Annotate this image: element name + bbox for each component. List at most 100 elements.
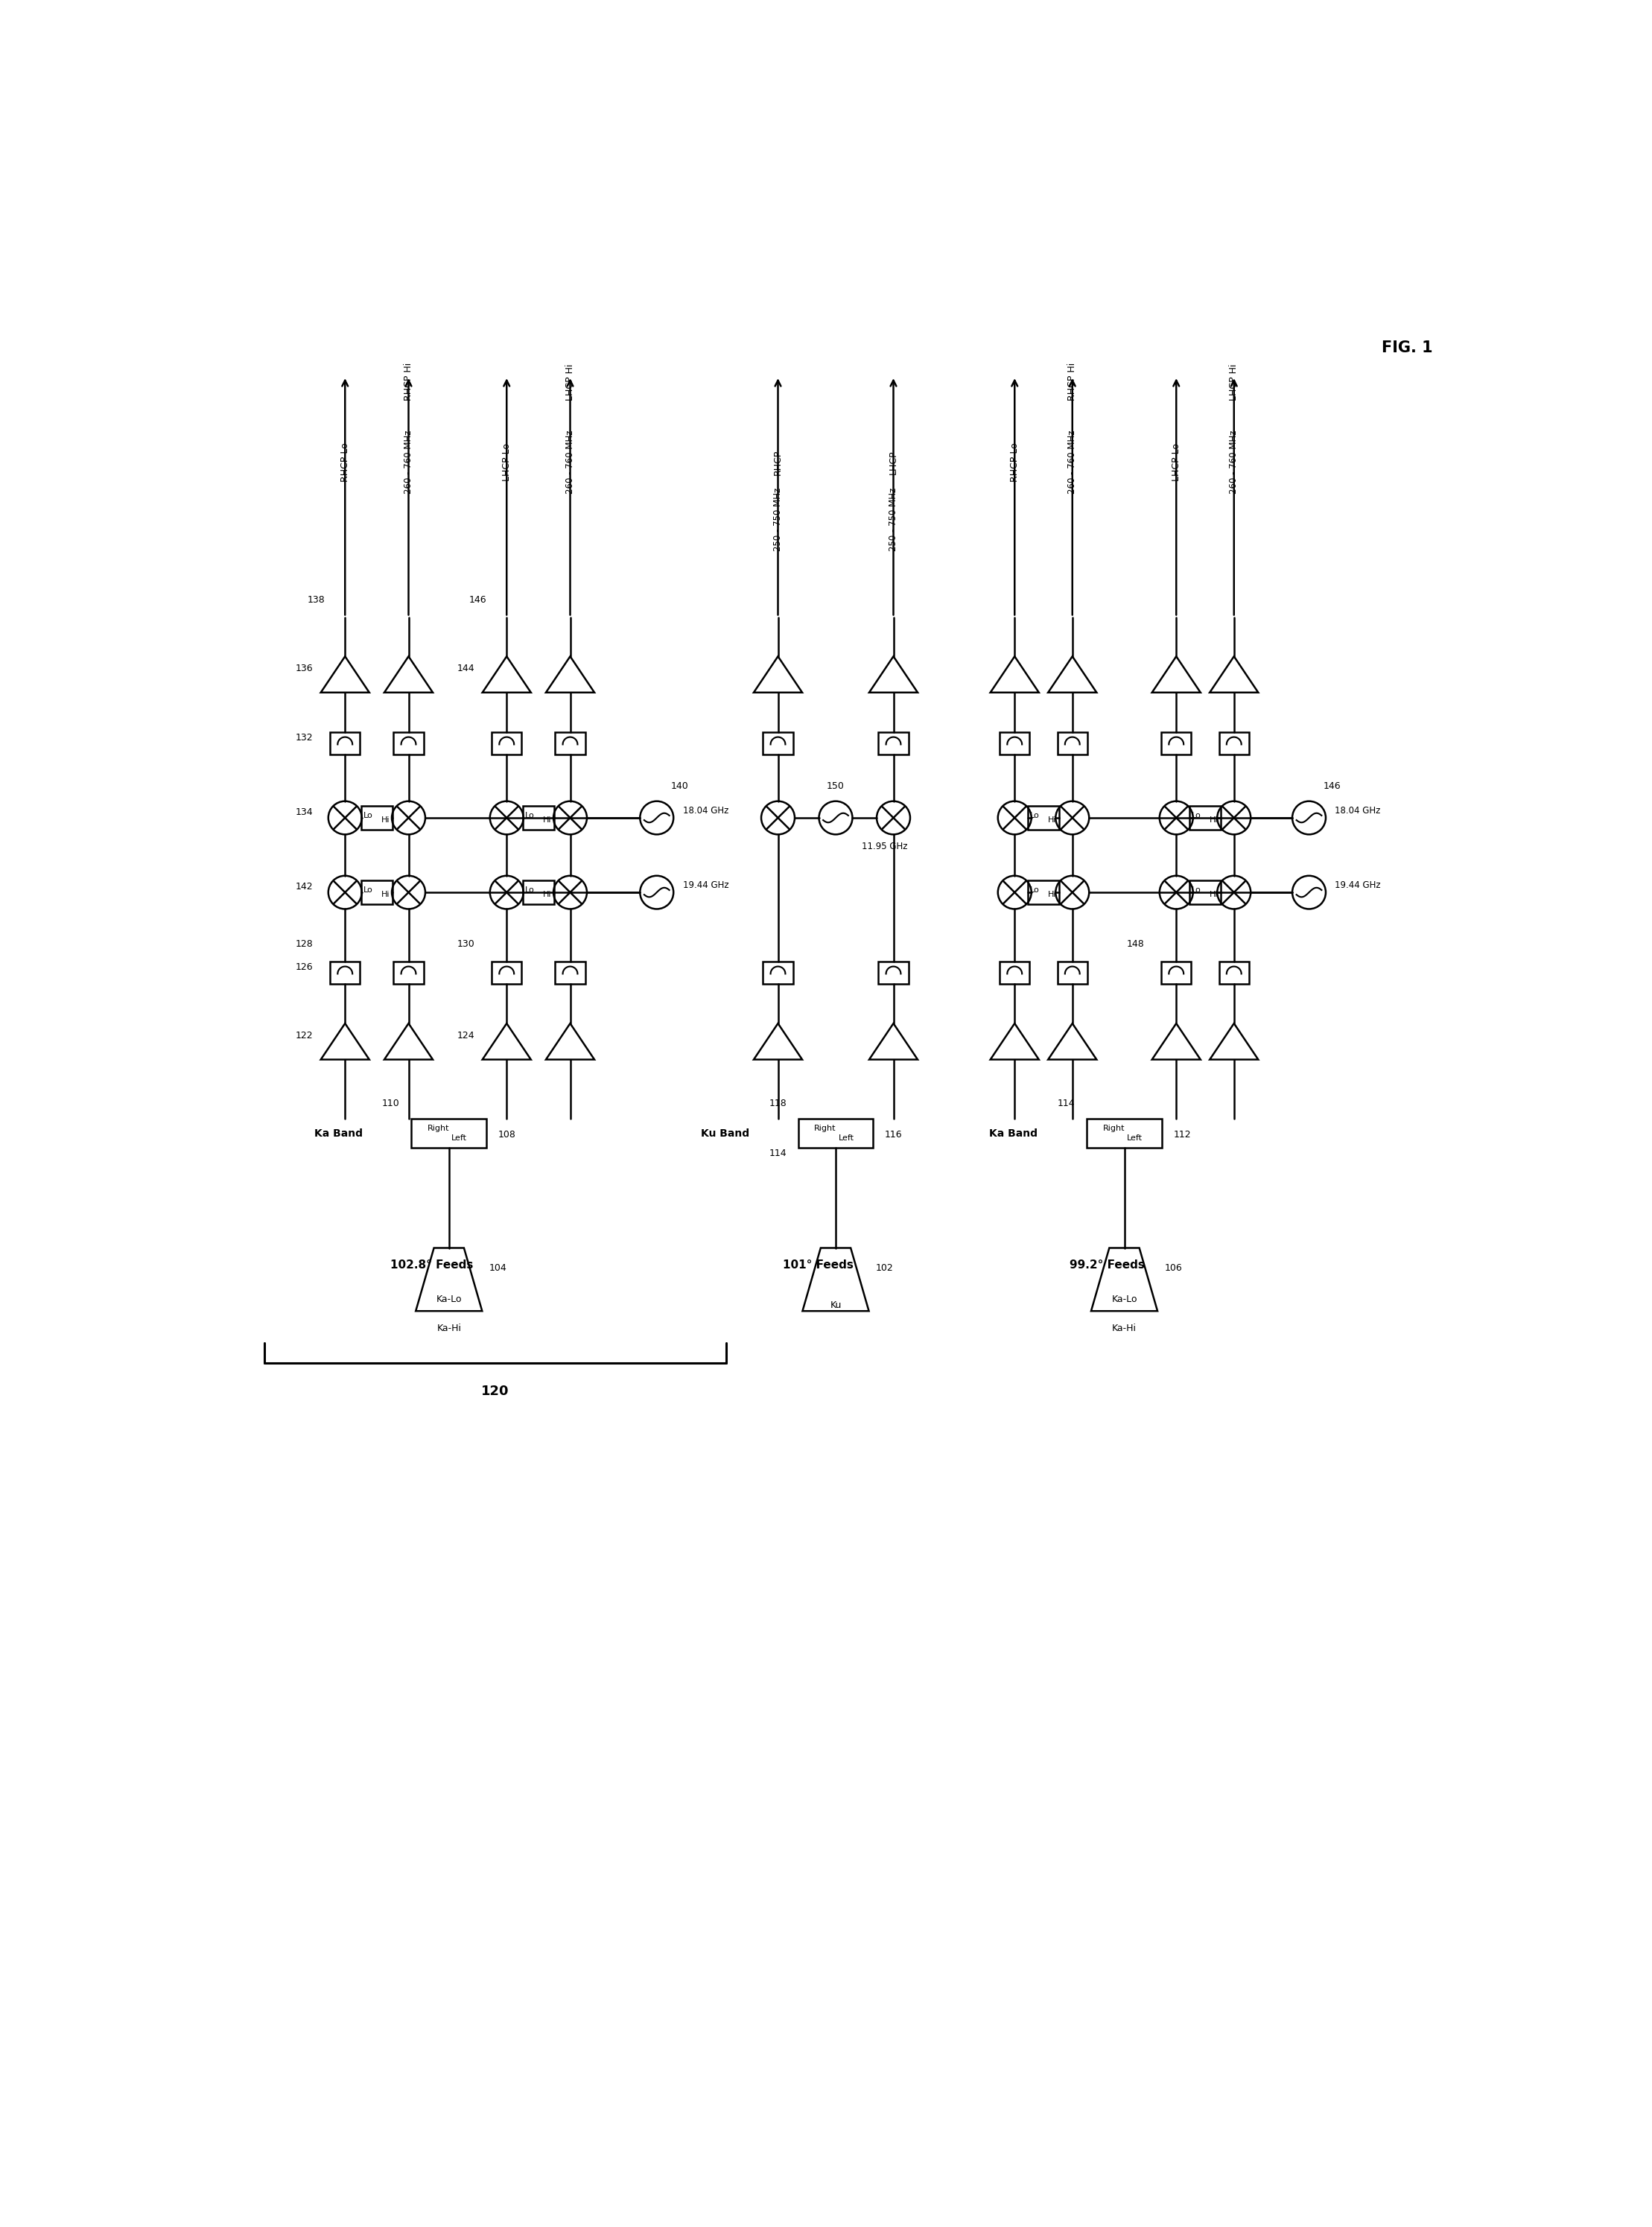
Bar (1189, 806, 1221, 831)
Text: Left: Left (1127, 1134, 1143, 1142)
Text: Lo: Lo (1191, 886, 1201, 893)
Text: 110: 110 (382, 1098, 400, 1109)
Text: LHCP Lo: LHCP Lo (1171, 443, 1181, 481)
Text: Hi: Hi (1209, 891, 1218, 897)
Text: 250 - 750 MHz: 250 - 750 MHz (889, 488, 899, 552)
Text: Hi: Hi (1047, 817, 1056, 824)
Text: Lo: Lo (1031, 886, 1039, 893)
Text: Ka-Lo: Ka-Lo (1112, 1294, 1137, 1305)
Text: 260 - 760 MHz: 260 - 760 MHz (403, 430, 413, 494)
Text: LHCP: LHCP (889, 450, 899, 474)
Bar (1219, 733, 1249, 755)
Text: LHCP Hi: LHCP Hi (565, 363, 575, 401)
Bar (1161, 733, 1191, 755)
Text: RHCP Hi: RHCP Hi (403, 363, 413, 401)
Bar (411, 1118, 486, 1147)
Text: LHCP Hi: LHCP Hi (1229, 363, 1239, 401)
Bar (555, 733, 585, 755)
Text: 146: 146 (469, 595, 487, 606)
Text: Lo: Lo (363, 886, 373, 893)
Text: 112: 112 (1173, 1129, 1191, 1140)
Text: 146: 146 (1323, 782, 1341, 791)
Text: 120: 120 (481, 1385, 509, 1399)
Text: Ka-Hi: Ka-Hi (436, 1323, 461, 1334)
Text: Lo: Lo (1191, 813, 1201, 820)
Bar (879, 962, 909, 984)
Text: 250 - 750 MHz: 250 - 750 MHz (773, 488, 783, 552)
Bar (492, 962, 522, 984)
Bar (879, 733, 909, 755)
Bar (393, 962, 423, 984)
Text: 118: 118 (768, 1098, 786, 1109)
Text: 260 - 760 MHz: 260 - 760 MHz (1067, 430, 1077, 494)
Bar (1161, 962, 1191, 984)
Text: Lo: Lo (1031, 813, 1039, 820)
Text: Lo: Lo (363, 813, 373, 820)
Text: 134: 134 (296, 806, 314, 817)
Bar (999, 733, 1029, 755)
Bar (393, 733, 423, 755)
Text: 150: 150 (826, 782, 844, 791)
Text: Hi: Hi (544, 891, 552, 897)
Text: 260 - 760 MHz: 260 - 760 MHz (1229, 430, 1239, 494)
Bar (1087, 1118, 1161, 1147)
Text: 138: 138 (307, 595, 325, 606)
Text: 18.04 GHz: 18.04 GHz (1335, 806, 1381, 815)
Text: 148: 148 (1127, 940, 1145, 949)
Bar (999, 962, 1029, 984)
Text: FIG. 1: FIG. 1 (1381, 341, 1432, 354)
Bar (1028, 880, 1059, 904)
Text: 102: 102 (876, 1263, 894, 1274)
Text: RHCP Lo: RHCP Lo (1009, 443, 1019, 481)
Bar (1219, 962, 1249, 984)
Text: LHCP Lo: LHCP Lo (502, 443, 512, 481)
Text: 102.8° Feeds: 102.8° Feeds (390, 1260, 472, 1272)
Bar (1189, 880, 1221, 904)
Bar (763, 733, 793, 755)
Text: 101° Feeds: 101° Feeds (783, 1260, 854, 1272)
Text: 114: 114 (770, 1149, 786, 1158)
Text: 106: 106 (1165, 1263, 1183, 1274)
Text: 104: 104 (489, 1263, 507, 1274)
Text: Right: Right (1104, 1125, 1125, 1131)
Bar (360, 880, 393, 904)
Text: Hi: Hi (1047, 891, 1056, 897)
Bar (798, 1118, 874, 1147)
Text: 108: 108 (497, 1129, 515, 1140)
Bar (1057, 962, 1087, 984)
Text: Right: Right (428, 1125, 449, 1131)
Text: Hi: Hi (544, 817, 552, 824)
Text: 11.95 GHz: 11.95 GHz (862, 842, 907, 851)
Text: Ka Band: Ka Band (990, 1129, 1037, 1138)
Text: 126: 126 (296, 962, 314, 971)
Text: Hi: Hi (382, 891, 390, 897)
Text: 18.04 GHz: 18.04 GHz (682, 806, 729, 815)
Bar (522, 880, 555, 904)
Text: Ku: Ku (829, 1301, 841, 1309)
Text: 128: 128 (296, 940, 314, 949)
Text: Left: Left (838, 1134, 854, 1142)
Text: 260 - 760 MHz: 260 - 760 MHz (565, 430, 575, 494)
Bar (1057, 733, 1087, 755)
Text: Lo: Lo (525, 813, 535, 820)
Text: RHCP Lo: RHCP Lo (340, 443, 350, 481)
Text: 124: 124 (458, 1031, 474, 1040)
Text: 132: 132 (296, 733, 314, 742)
Text: 114: 114 (1057, 1098, 1075, 1109)
Text: 116: 116 (885, 1129, 902, 1140)
Text: 19.44 GHz: 19.44 GHz (1335, 880, 1381, 891)
Text: 19.44 GHz: 19.44 GHz (682, 880, 729, 891)
Text: 130: 130 (458, 940, 474, 949)
Bar (763, 962, 793, 984)
Text: 136: 136 (296, 664, 314, 673)
Text: Hi: Hi (382, 817, 390, 824)
Text: 99.2° Feeds: 99.2° Feeds (1069, 1260, 1145, 1272)
Text: 144: 144 (458, 664, 474, 673)
Text: 140: 140 (671, 782, 689, 791)
Bar (330, 733, 360, 755)
Text: Ku Band: Ku Band (700, 1129, 748, 1138)
Text: Lo: Lo (525, 886, 535, 893)
Bar (1028, 806, 1059, 831)
Bar (522, 806, 555, 831)
Bar (360, 806, 393, 831)
